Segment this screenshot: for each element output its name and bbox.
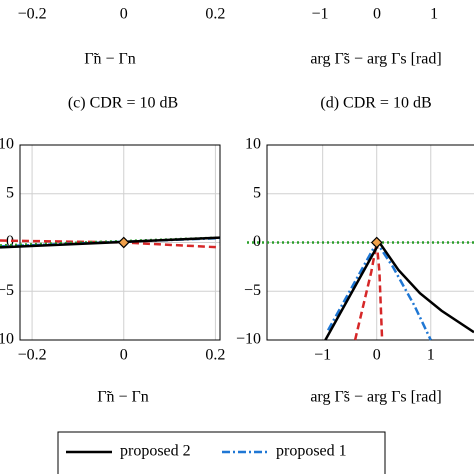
subplot-title: (c) CDR = 10 dB <box>68 95 178 112</box>
plot-frame <box>19 144 221 341</box>
x-axis-label: Γ̃n − Γn <box>84 51 136 68</box>
x-axis-label: arg Γ̃s − arg Γs [rad] <box>310 389 441 406</box>
subplot-title: (d) CDR = 10 dB <box>320 95 431 112</box>
x-tick-label: 0.2 <box>205 6 225 23</box>
x-tick-label: 0 <box>373 347 381 364</box>
y-tick-label: −10 <box>236 331 261 348</box>
x-axis-label: arg Γ̃s − arg Γs [rad] <box>310 51 441 68</box>
x-tick-label: −0.2 <box>18 347 47 364</box>
y-tick-label: 0 <box>6 233 14 250</box>
y-tick-label: 10 <box>0 136 14 153</box>
series-line <box>324 240 474 341</box>
y-tick-label: 10 <box>245 136 261 153</box>
y-tick-label: −10 <box>0 331 14 348</box>
y-tick-label: 5 <box>6 184 14 201</box>
x-tick-label: −1 <box>314 347 331 364</box>
x-tick-label: −0.2 <box>18 6 47 23</box>
x-tick-label: −1 <box>311 6 328 23</box>
x-tick-label: 0 <box>120 347 128 364</box>
y-tick-label: −5 <box>0 282 14 299</box>
series-line <box>0 236 221 249</box>
legend-label: proposed 1 <box>276 443 347 460</box>
x-tick-label: 1 <box>427 347 435 364</box>
legend-box <box>57 431 386 474</box>
x-tick-label: 0.2 <box>205 347 225 364</box>
marker <box>117 236 130 249</box>
legend-label: proposed 2 <box>120 443 191 460</box>
x-tick-label: 0 <box>373 6 381 23</box>
y-tick-label: 5 <box>253 184 261 201</box>
marker <box>370 236 383 249</box>
y-tick-label: −5 <box>244 282 261 299</box>
x-axis-label: Γ̃n − Γn <box>97 389 149 406</box>
x-tick-label: 1 <box>430 6 438 23</box>
x-tick-label: 0 <box>120 6 128 23</box>
